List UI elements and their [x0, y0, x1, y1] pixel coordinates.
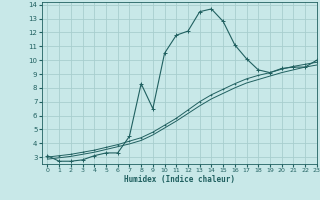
- X-axis label: Humidex (Indice chaleur): Humidex (Indice chaleur): [124, 175, 235, 184]
